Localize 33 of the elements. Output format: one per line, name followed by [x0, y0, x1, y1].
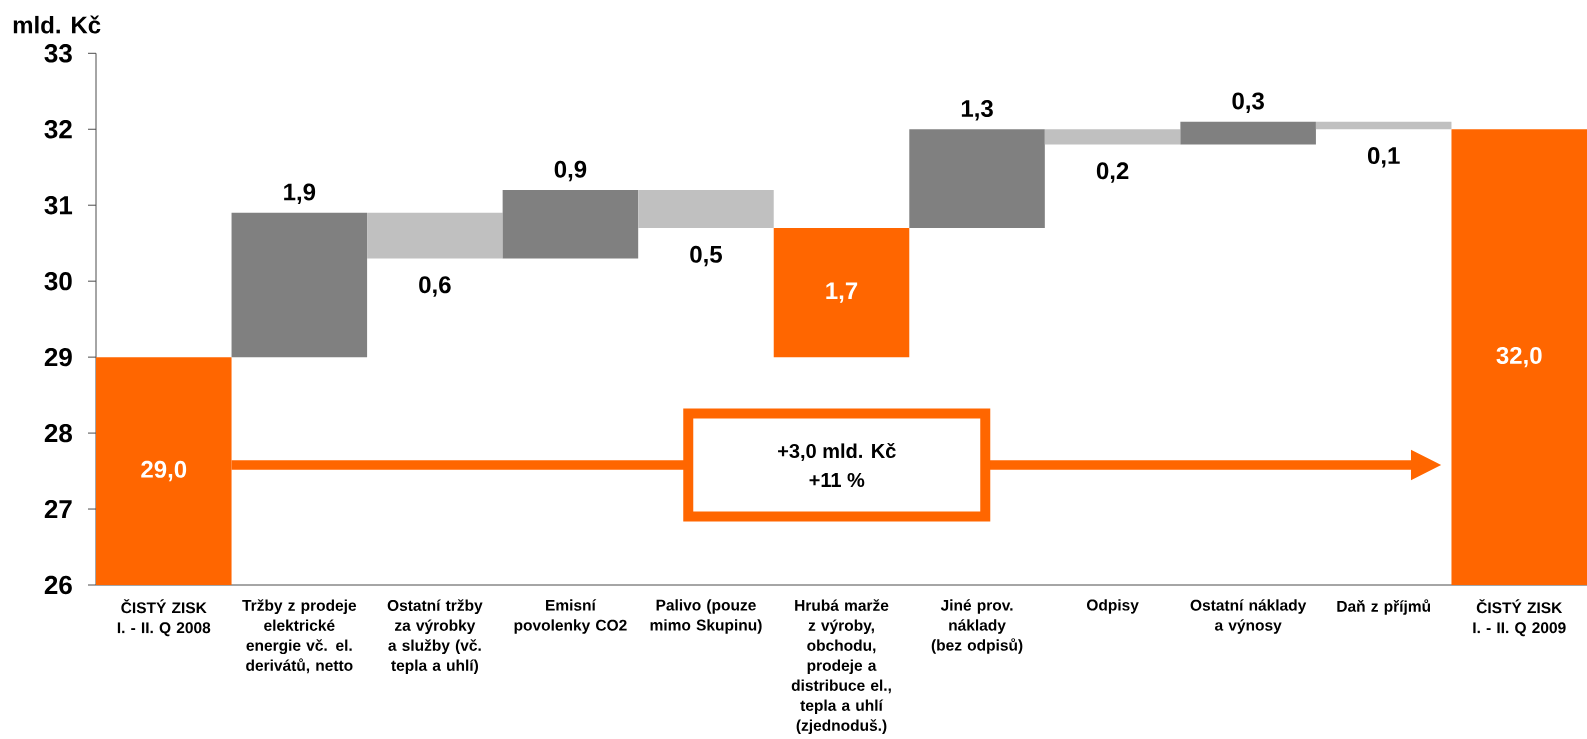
data-label: 29,0 [141, 460, 187, 482]
y-axis-title: mld. Kč [13, 15, 101, 34]
data-label: 32,0 [1496, 346, 1542, 368]
x-tick-label: Palivo (pouze mimo Skupinu) [650, 599, 762, 634]
x-tick-label: Jiné prov. náklady (bez odpisů) [931, 599, 1023, 654]
y-tick-label: 29 [44, 347, 72, 367]
data-label: 1,7 [826, 282, 858, 303]
x-tick-label: Daň z příjmů [1337, 599, 1431, 615]
annotation: +3,0 mld. Kč [778, 442, 896, 461]
x-tick-label: Ostatní náklady a výnosy [1190, 599, 1307, 634]
x-tick-label: Odpisy [1086, 599, 1139, 614]
y-tick-label: 31 [44, 195, 73, 215]
data-label: 1,9 [284, 183, 316, 205]
data-label: 0,1 [1367, 147, 1400, 168]
y-tick-label: 32 [44, 120, 72, 139]
y-tick-label: 27 [44, 499, 72, 519]
x-tick-label: ČISTÝ ZISK I. - II. Q 2008 [117, 599, 211, 637]
data-label: 0,3 [1232, 92, 1264, 113]
x-tick-label: ČISTÝ ZISK I. - II. Q 2009 [1473, 599, 1566, 637]
x-tick-label: Emisní povolenky CO2 [514, 599, 627, 634]
x-tick-label: Ostatní tržby za výrobky a služby (vč. tepla a uhlí) [387, 599, 483, 674]
y-tick-label: 26 [44, 575, 72, 595]
y-tick-label: 33 [44, 44, 72, 63]
data-label: 0,5 [690, 245, 722, 267]
y-tick-label: 30 [44, 271, 72, 291]
y-tick-label: 28 [44, 423, 72, 443]
data-label: 1,3 [961, 99, 993, 121]
annotation: +11 % [809, 472, 865, 488]
data-label: 0,6 [419, 276, 451, 297]
x-tick-label: Hrubá marže z výroby, obchodu, prodeje a distribuce el., tepla a uhlí (zjednoduš.) [791, 599, 891, 734]
data-label: 0,2 [1096, 162, 1129, 183]
x-tick-label: Tržby z prodeje elektrické energie vč. el. derivátů, netto [242, 599, 357, 674]
data-label: 0,9 [554, 160, 587, 182]
